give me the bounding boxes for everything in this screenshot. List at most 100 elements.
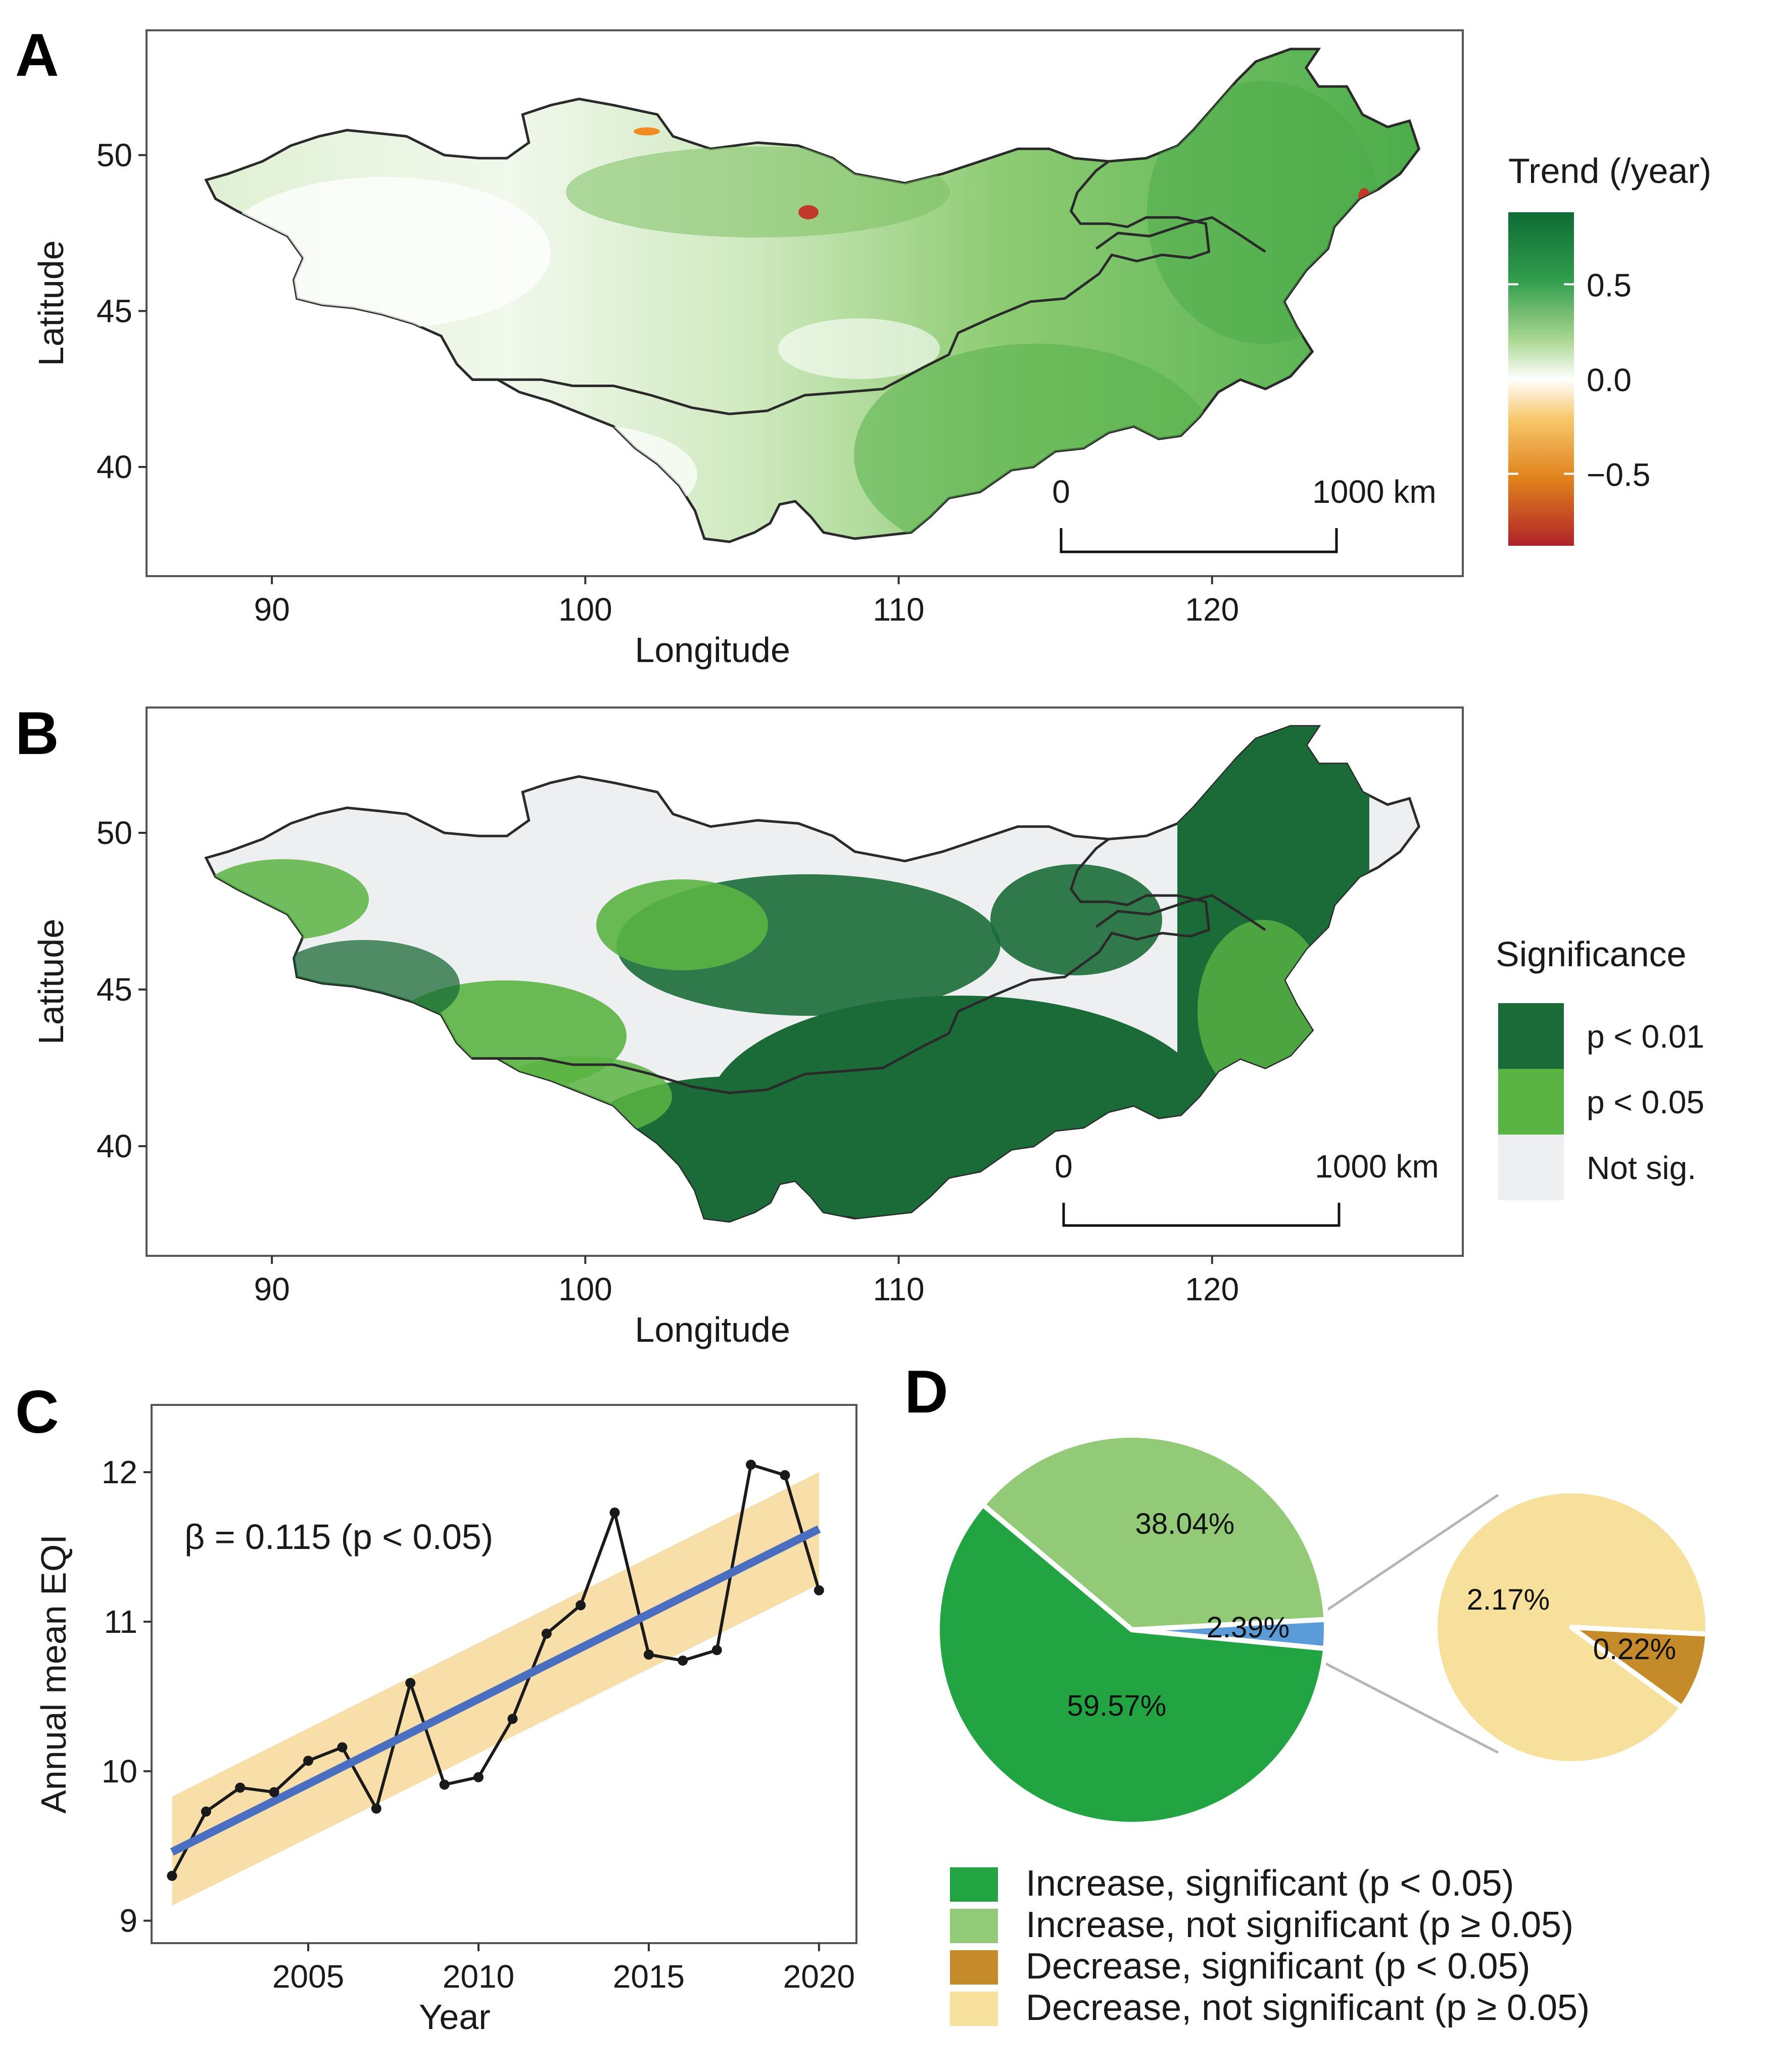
data-point: [746, 1459, 756, 1470]
pie-label: 2.17%: [1467, 1583, 1550, 1616]
map-texture-b: [206, 726, 1369, 1221]
zoom-connector-top: [1323, 1493, 1499, 1614]
x-axis-title-a: Longitude: [635, 630, 790, 670]
x-tick-label-b: 100: [558, 1271, 612, 1307]
pie-legend-label: Decrease, significant (p < 0.05): [1026, 1946, 1531, 1987]
data-point: [473, 1772, 484, 1782]
y-tick-label-a: 50: [97, 137, 132, 173]
scalebar-start-b: 0: [1055, 1148, 1073, 1185]
data-point: [507, 1714, 518, 1724]
data-point: [337, 1742, 348, 1753]
trend-line: [170, 1525, 821, 1856]
region-border-b: [472, 838, 1266, 1095]
data-point: [439, 1779, 450, 1790]
region-border-a: [472, 160, 1266, 415]
legend-label-b: p < 0.01: [1587, 1018, 1704, 1055]
pie-slice-increase-significant: [935, 1502, 1328, 1827]
map-frame-a: [146, 29, 1464, 577]
panel-b: B 90 100 110 120 40 45 50 Longitude Latitude: [15, 699, 1704, 1349]
y-tick-label-b: 50: [97, 815, 132, 851]
zoom-connector-bottom: [1323, 1661, 1499, 1754]
y-tick-label-a: 45: [97, 293, 132, 329]
map-region-b: [204, 725, 1420, 1223]
colorbar-tick-label: 0.5: [1587, 267, 1632, 304]
panel-d: D 38.04% 2.39% 59.57% 2.17% 0.22% Increase, s…: [904, 1358, 1711, 2028]
map-frame-b: [146, 707, 1464, 1257]
y-axis-title-c: Annual mean EQI: [34, 1534, 73, 1814]
data-point: [303, 1756, 313, 1766]
pie-slices: [1432, 1488, 1711, 1766]
y-tick-label-c: 10: [102, 1753, 137, 1790]
x-axis-title-c: Year: [419, 1997, 490, 2037]
colorbar-tick-label: 0.0: [1587, 362, 1632, 398]
y-tick-label-b: 45: [97, 971, 132, 1008]
x-tick-label-b: 110: [873, 1271, 925, 1307]
legend-swatch-b: [1498, 1069, 1564, 1135]
legend-label-b: Not sig.: [1587, 1150, 1696, 1186]
line-chart-c: 2005 2010 2015 2020 9 10 11 12 Year Annual mean E…: [34, 1404, 857, 2037]
pie-legend-swatch: [950, 1867, 998, 1902]
pie-slice-increase-not-significant: [980, 1432, 1329, 1632]
scalebar-end-b: 1000 km: [1315, 1148, 1439, 1185]
map-region-a: [204, 48, 1420, 543]
x-tick-label-b: 120: [1185, 1271, 1239, 1307]
data-point: [371, 1803, 381, 1814]
data-point: [235, 1782, 246, 1793]
colorbar-tick-label: −0.5: [1587, 457, 1650, 493]
eqi-series-line: [170, 1463, 821, 1877]
y-tick-label-c: 11: [104, 1604, 137, 1640]
panel-letter-d: D: [904, 1358, 948, 1426]
pie-legend-swatch: [950, 1950, 998, 1985]
pie-label: 2.39%: [1207, 1611, 1289, 1644]
data-point: [711, 1645, 722, 1656]
x-tick-label-a: 120: [1185, 591, 1239, 628]
scalebar-a: 0 1000 km: [1052, 474, 1437, 553]
y-axis-title-a: Latitude: [31, 240, 71, 366]
data-point: [269, 1787, 279, 1798]
y-tick-label-c: 9: [119, 1903, 137, 1939]
y-tick-label-c: 12: [102, 1454, 137, 1490]
x-tick-label-a: 90: [254, 591, 290, 628]
plot-frame-c: [151, 1404, 857, 1944]
scalebar-end-a: 1000 km: [1312, 474, 1436, 510]
panel-letter-a: A: [15, 21, 59, 89]
legend-items-b: p < 0.01 p < 0.05 Not sig.: [1498, 1003, 1704, 1200]
panel-letter-b: B: [15, 699, 59, 767]
x-tick-label-c: 2005: [272, 1958, 344, 1995]
data-point: [780, 1470, 790, 1481]
y-axis-title-b: Latitude: [31, 919, 71, 1045]
data-point: [678, 1655, 688, 1666]
pie-legend-label: Decrease, not significant (p ≥ 0.05): [1026, 1988, 1590, 2028]
colorbar-a: [1508, 212, 1574, 546]
legend-title-a: Trend (/year): [1508, 151, 1711, 191]
data-point: [814, 1585, 824, 1595]
x-tick-label-b: 90: [254, 1271, 290, 1307]
x-tick-label-c: 2020: [783, 1958, 855, 1995]
x-tick-label-c: 2015: [613, 1958, 685, 1995]
data-point: [405, 1678, 416, 1688]
x-tick-label-a: 110: [873, 591, 925, 628]
pie-legend-swatch: [950, 1992, 998, 2026]
y-tick-label-a: 40: [97, 449, 132, 485]
legend-swatch-b: [1498, 1003, 1564, 1069]
scalebar-start-a: 0: [1052, 474, 1070, 510]
beta-annotation: β = 0.115 (p < 0.05): [184, 1517, 493, 1557]
panel-a: A 90 100 110 120 40 45 50 Longitude Latitude 0 1…: [15, 21, 1711, 670]
pie-legend: Increase, significant (p < 0.05)Increase…: [950, 1863, 1590, 2028]
data-point: [541, 1628, 552, 1639]
pie-chart-d: 38.04% 2.39% 59.57% 2.17% 0.22% Increase, sig…: [935, 1432, 1711, 2028]
pie-legend-label: Increase, not significant (p ≥ 0.05): [1026, 1905, 1573, 1945]
scalebar-b: 0 1000 km: [1055, 1148, 1439, 1227]
pie-slice-decrease-significant: [1569, 1625, 1710, 1710]
colorbar-ticks-a: 0.5 0.0 −0.5: [1508, 267, 1650, 493]
axes-a: 90 100 110 120 40 45 50 Longitude Latitude: [31, 137, 1239, 670]
legend-swatch-b: [1498, 1135, 1564, 1200]
data-point: [201, 1806, 211, 1817]
legend-title-b: Significance: [1496, 934, 1686, 974]
pie-slices: [935, 1432, 1329, 1827]
y-tick-label-b: 40: [97, 1128, 132, 1164]
panel-c: C 2005 2010 2015 2020 9 10 11 12 Year Annual mean…: [15, 1378, 857, 2037]
pie-label: 59.57%: [1067, 1689, 1167, 1722]
pie-label: 0.22%: [1593, 1633, 1676, 1666]
